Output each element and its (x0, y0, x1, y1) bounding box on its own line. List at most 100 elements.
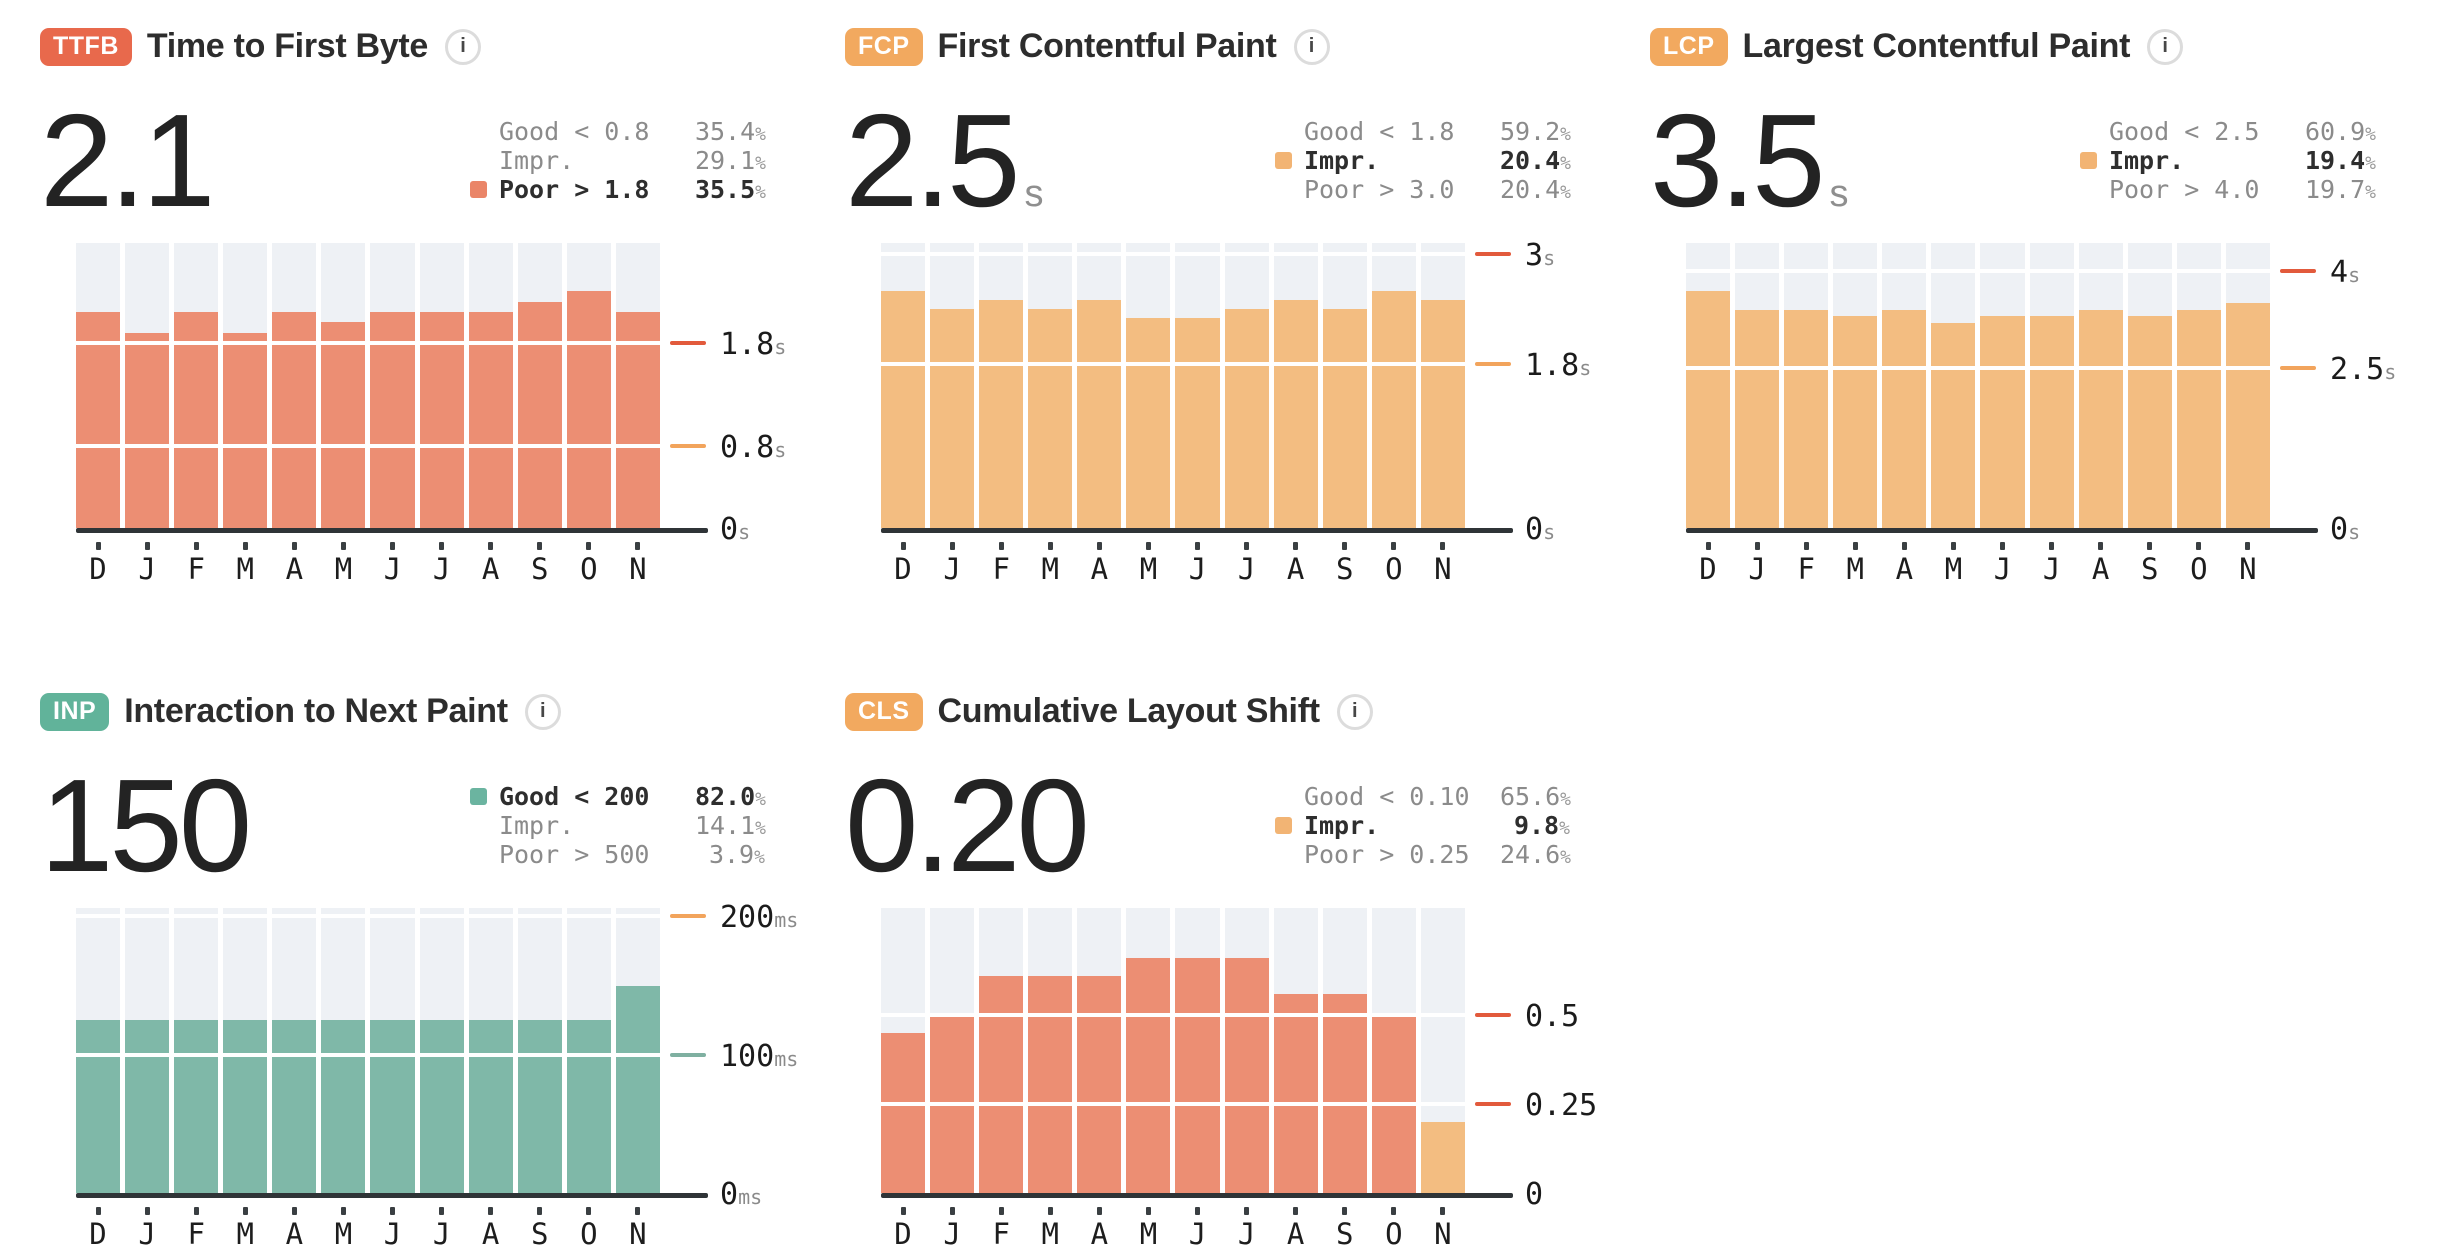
bar-column-12-N[interactable] (615, 908, 660, 1193)
info-icon[interactable]: i (524, 693, 561, 730)
legend-label: Good < 1.8 (1303, 117, 1455, 146)
bar-column-6-M[interactable] (1931, 243, 1976, 528)
legend-label: Poor > 500 (498, 840, 650, 869)
bar-column-1-D[interactable] (881, 243, 926, 528)
bar-column-10-S[interactable] (517, 908, 562, 1193)
bar-column-11-O[interactable] (1371, 908, 1416, 1193)
bar-column-12-N[interactable] (2225, 243, 2270, 528)
bar-column-3-F[interactable] (979, 908, 1024, 1193)
x-tick-dot (1440, 542, 1446, 550)
bar-column-2-J[interactable] (125, 243, 170, 528)
bar-column-3-F[interactable] (174, 908, 219, 1193)
bar-column-9-A[interactable] (468, 243, 513, 528)
bar-3-F (174, 1020, 219, 1193)
bar-column-5-A[interactable] (1077, 243, 1122, 528)
bar-column-5-A[interactable] (1882, 243, 1927, 528)
legend-value-number: 24.6 (1499, 840, 1561, 869)
bar-column-2-J[interactable] (125, 908, 170, 1193)
bar-column-7-J[interactable] (1980, 243, 2025, 528)
bar-column-7-J[interactable] (1175, 908, 1220, 1193)
bar-column-3-F[interactable] (1784, 243, 1829, 528)
bar-column-9-A[interactable] (2078, 243, 2123, 528)
bar-column-7-J[interactable] (1175, 243, 1220, 528)
bar-9-A (468, 311, 513, 528)
bar-column-1-D[interactable] (881, 908, 926, 1193)
bar-column-8-J[interactable] (2029, 243, 2074, 528)
bar-column-4-M[interactable] (1833, 243, 1878, 528)
x-axis-label-cell: D (76, 542, 120, 586)
bar-column-9-A[interactable] (468, 908, 513, 1193)
month-label: F (992, 552, 1010, 586)
bar-column-2-J[interactable] (930, 908, 975, 1193)
info-icon[interactable]: i (1293, 28, 1330, 65)
bar-column-8-J[interactable] (1224, 243, 1269, 528)
bar-column-4-M[interactable] (223, 243, 268, 528)
bar-column-3-F[interactable] (174, 243, 219, 528)
bar-9-A (2078, 309, 2123, 528)
x-tick-dot (1342, 1207, 1348, 1215)
bar-column-5-A[interactable] (272, 908, 317, 1193)
x-axis-label-cell: J (1225, 1207, 1269, 1251)
bar-column-2-J[interactable] (1735, 243, 1780, 528)
bar-11-O (2176, 309, 2221, 528)
x-tick-dot (390, 542, 395, 550)
month-label: D (89, 552, 107, 586)
bar-column-10-S[interactable] (1322, 908, 1367, 1193)
info-icon[interactable]: i (445, 28, 482, 65)
bar-column-11-O[interactable] (2176, 243, 2221, 528)
bar-column-10-S[interactable] (1322, 243, 1367, 528)
x-axis-label-cell: A (1882, 542, 1926, 586)
month-label: J (943, 552, 961, 586)
x-tick-dot (1705, 542, 1711, 550)
bar-column-12-N[interactable] (1420, 908, 1465, 1193)
bar-11-O (566, 1020, 611, 1193)
bar-column-6-M[interactable] (321, 243, 366, 528)
bar-chart-plot (1686, 243, 2270, 528)
month-label: S (2141, 552, 2159, 586)
metric-title: First Contentful Paint (937, 27, 1277, 65)
bar-column-6-M[interactable] (1126, 908, 1171, 1193)
bar-column-7-J[interactable] (370, 243, 415, 528)
bar-column-5-A[interactable] (1077, 908, 1122, 1193)
bar-column-11-O[interactable] (566, 243, 611, 528)
metric-value-unit: s (1024, 173, 1044, 215)
bar-column-9-A[interactable] (1273, 243, 1318, 528)
bar-column-1-D[interactable] (76, 908, 121, 1193)
bar-column-8-J[interactable] (419, 243, 464, 528)
bar-column-4-M[interactable] (1028, 908, 1073, 1193)
y-tick-label: 0s (2330, 515, 2360, 545)
bar-column-6-M[interactable] (321, 908, 366, 1193)
bar-column-9-A[interactable] (1273, 908, 1318, 1193)
month-label: A (2091, 552, 2110, 586)
bar-column-5-A[interactable] (272, 243, 317, 528)
bar-column-8-J[interactable] (1224, 908, 1269, 1193)
bar-column-10-S[interactable] (517, 243, 562, 528)
bar-column-4-M[interactable] (1028, 243, 1073, 528)
bar-column-1-D[interactable] (1686, 243, 1731, 528)
bar-column-1-D[interactable] (76, 243, 121, 528)
bar-column-12-N[interactable] (615, 243, 660, 528)
bar-column-8-J[interactable] (419, 908, 464, 1193)
legend-value: 20.4% (1500, 146, 1571, 175)
x-axis-label-cell: M (321, 542, 365, 586)
info-icon[interactable]: i (2147, 28, 2184, 65)
bar-column-7-J[interactable] (370, 908, 415, 1193)
info-icon[interactable]: i (1336, 693, 1373, 730)
bar-column-3-F[interactable] (979, 243, 1024, 528)
legend-value-suffix: % (755, 818, 766, 839)
bar-2-J (1735, 309, 1780, 528)
bar-column-12-N[interactable] (1420, 243, 1465, 528)
bar-column-11-O[interactable] (566, 908, 611, 1193)
legend-row: Poor > 4.0 19.7% (2080, 175, 2376, 204)
y-tick-number: 0 (1525, 1177, 1544, 1212)
x-tick-dot (2245, 542, 2251, 550)
bar-column-6-M[interactable] (1126, 243, 1171, 528)
bar-column-11-O[interactable] (1371, 243, 1416, 528)
bar-column-4-M[interactable] (223, 908, 268, 1193)
bar-column-10-S[interactable] (2127, 243, 2172, 528)
month-label: O (1385, 1217, 1403, 1251)
metric-title: Time to First Byte (146, 27, 429, 65)
bar-column-2-J[interactable] (930, 243, 975, 528)
bar-10-S (2127, 316, 2172, 528)
month-label: J (1237, 552, 1256, 586)
